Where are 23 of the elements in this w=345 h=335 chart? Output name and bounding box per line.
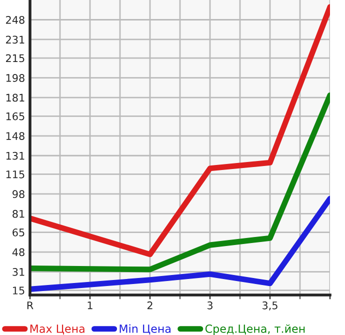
y-tick-label: 215	[6, 54, 24, 62]
y-tick-label: 165	[6, 112, 24, 120]
y-tick-label: 15	[13, 286, 24, 294]
x-tick-label: 3	[207, 301, 212, 310]
y-tick-label: 48	[12, 248, 24, 256]
y-tick-label: 31	[12, 268, 24, 276]
legend-label: Max Цена	[30, 324, 84, 334]
y-tick-label: 248	[6, 16, 24, 24]
legend-label: Min Цена	[120, 324, 170, 334]
x-tick-label: 3,5	[262, 301, 278, 310]
legend-label: Сред.Цена, т.йен	[205, 324, 305, 335]
y-tick-label: 65	[12, 228, 24, 236]
x-tick-label: 1	[88, 302, 92, 310]
y-tick-label: 131	[6, 152, 24, 160]
y-tick-label: 98	[12, 190, 24, 198]
y-tick-label: 81	[12, 210, 24, 218]
y-tick-label: 148	[6, 132, 24, 140]
y-tick-label: 198	[6, 74, 24, 82]
y-tick-label: 115	[6, 170, 24, 178]
y-tick-label: 231	[6, 36, 24, 44]
x-tick-label: R	[27, 302, 34, 310]
x-tick-label: 2	[147, 301, 152, 310]
y-tick-label: 181	[6, 94, 24, 102]
